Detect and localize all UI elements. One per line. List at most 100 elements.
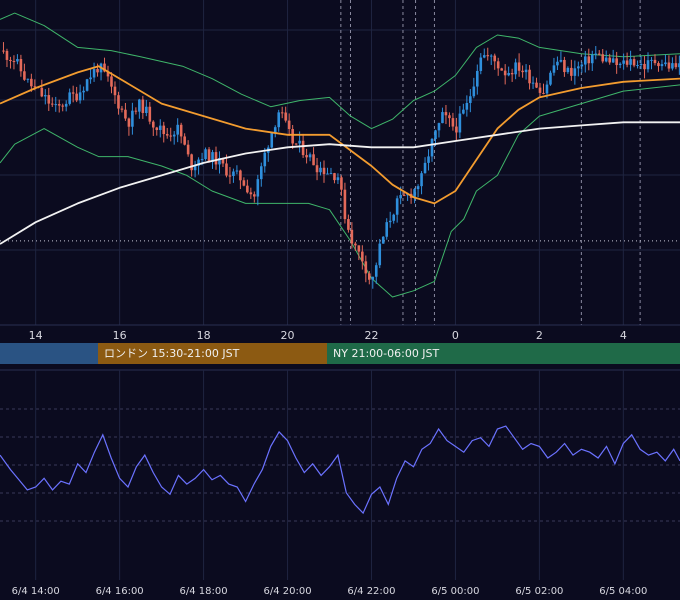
candle-up-body [16, 59, 19, 62]
candle-up-body [256, 179, 260, 197]
candle-down-body [148, 106, 152, 122]
candle-up-body [465, 102, 469, 110]
candle-down-body [225, 163, 228, 176]
session-label-london: ロンドン 15:30-21:00 JST [104, 347, 240, 360]
candle-up-body [374, 265, 378, 277]
candle-down-body [120, 108, 124, 110]
candle-up-body [218, 158, 221, 165]
candle-up-body [472, 86, 476, 97]
candle-down-body [207, 149, 211, 162]
candle-up-body [678, 63, 680, 68]
oscillator-x-tick-labels: 6/4 14:00 6/4 16:00 6/4 18:00 6/4 20:00 6/4 … [12, 586, 648, 597]
moving-averages [0, 65, 680, 245]
candle-down-body [402, 195, 406, 197]
candle-up-body [482, 55, 486, 58]
candle-up-body [336, 177, 340, 181]
candle-up-body [479, 57, 483, 71]
candle-down-body [625, 60, 629, 65]
candle-up-body [54, 104, 58, 106]
candle-up-body [420, 173, 423, 187]
candle-down-body [103, 63, 106, 72]
candle-up-body [89, 77, 92, 80]
bollinger-line [0, 84, 680, 298]
price-x-tick-label: 14 [29, 329, 43, 342]
candle-down-body [291, 129, 294, 144]
candle-up-body [263, 152, 267, 167]
candle-up-body [476, 70, 479, 87]
candle-down-body [186, 144, 190, 155]
candle-down-body [179, 124, 183, 137]
candle-down-body [503, 70, 507, 76]
candle-up-body [378, 243, 382, 266]
candle-up-body [566, 67, 570, 73]
candle-down-body [242, 180, 246, 186]
candle-down-body [5, 50, 9, 60]
candle-down-body [451, 118, 455, 127]
oscillator-x-tick-label: 6/4 16:00 [96, 586, 144, 597]
session-label-ny: NY 21:00-06:00 JST [333, 347, 440, 360]
oscillator-x-tick-label: 6/4 18:00 [180, 586, 228, 597]
candle-up-body [204, 149, 207, 160]
candle-down-body [367, 273, 371, 280]
candle-down-body [615, 58, 618, 66]
candle-down-body [30, 78, 33, 87]
candle-down-body [528, 69, 531, 84]
candle-up-body [430, 139, 434, 157]
candle-down-body [294, 143, 298, 145]
candle-down-body [674, 63, 678, 68]
session-bar-tokyo [0, 343, 98, 364]
candle-up-body [273, 127, 277, 134]
candle-up-body [399, 195, 402, 199]
candle-down-body [284, 112, 287, 121]
candle-down-body [106, 71, 110, 77]
candle-down-body [357, 245, 361, 252]
candle-down-body [249, 192, 253, 195]
candle-down-body [33, 86, 37, 88]
candle-down-body [2, 50, 5, 52]
moving-average-line [0, 121, 680, 245]
price-x-tick-label: 0 [452, 329, 459, 342]
candle-down-body [40, 87, 44, 97]
candle-up-body [26, 78, 30, 80]
candle-up-body [580, 64, 584, 67]
price-x-tick-label: 2 [536, 329, 543, 342]
oscillator-gridlines [0, 370, 680, 580]
candle-down-body [75, 93, 78, 101]
candle-up-body [427, 156, 430, 163]
candle-up-body [235, 170, 239, 172]
candle-up-body [308, 154, 312, 158]
candle-up-body [78, 92, 82, 101]
candle-up-body [329, 173, 333, 175]
candle-up-body [423, 162, 427, 174]
event-lines [340, 0, 641, 325]
candle-down-body [169, 135, 173, 137]
candle-down-body [444, 112, 448, 116]
candle-up-body [131, 110, 134, 127]
candle-down-body [643, 63, 646, 70]
price-x-tick-label: 20 [281, 329, 295, 342]
candle-up-body [277, 112, 281, 128]
candle-down-body [127, 118, 131, 127]
candle-down-body [486, 55, 490, 57]
candle-down-body [510, 72, 514, 75]
candle-down-body [221, 158, 225, 164]
candle-down-body [608, 57, 611, 63]
candle-up-body [172, 134, 176, 137]
candle-down-body [538, 87, 542, 93]
candle-up-body [549, 72, 552, 85]
candle-down-body [61, 105, 65, 107]
candle-down-body [364, 261, 368, 274]
candle-up-body [671, 63, 674, 69]
candle-down-body [183, 136, 186, 145]
candle-up-body [270, 133, 274, 148]
candle-down-body [493, 55, 497, 62]
candle-up-body [556, 61, 559, 66]
price-x-tick-label: 16 [113, 329, 127, 342]
candle-down-body [134, 110, 138, 112]
candle-down-body [521, 70, 524, 73]
candle-down-body [601, 54, 605, 62]
candle-up-body [92, 69, 96, 78]
candle-up-body [176, 124, 179, 135]
